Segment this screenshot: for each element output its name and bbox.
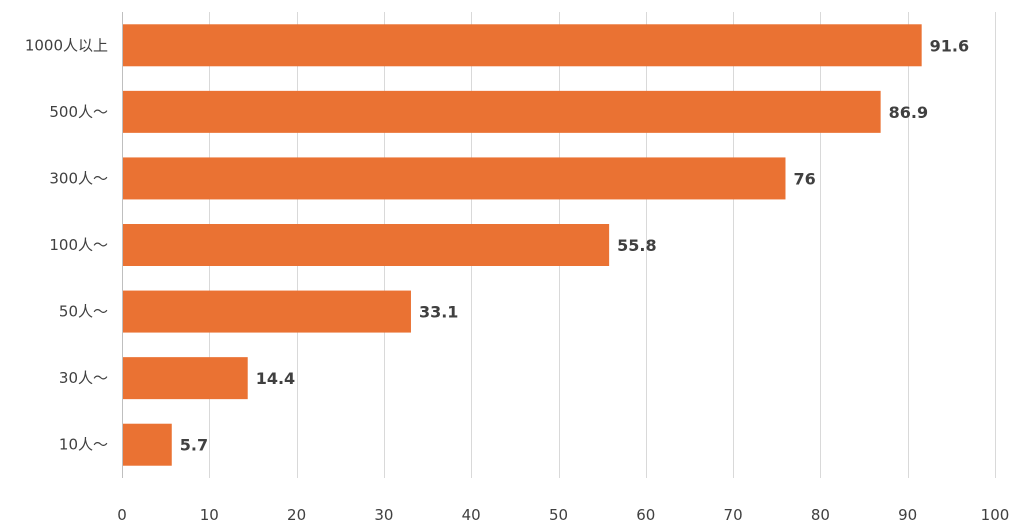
x-tick-label: 90 bbox=[898, 506, 917, 524]
x-tick-label: 0 bbox=[117, 506, 127, 524]
bar bbox=[123, 157, 786, 200]
x-tick-label: 20 bbox=[287, 506, 306, 524]
data-label: 33.1 bbox=[419, 303, 458, 322]
data-label: 76 bbox=[793, 169, 815, 188]
category-label: 1000人以上 bbox=[25, 36, 108, 54]
x-tick-label: 30 bbox=[374, 506, 393, 524]
x-tick-label: 60 bbox=[636, 506, 655, 524]
bar bbox=[123, 357, 248, 400]
x-tick-label: 40 bbox=[462, 506, 481, 524]
bar bbox=[123, 224, 610, 266]
data-label: 5.7 bbox=[180, 436, 208, 455]
bar bbox=[123, 290, 411, 333]
category-label: 10人～ bbox=[59, 436, 108, 454]
x-tick-label: 100 bbox=[981, 506, 1010, 524]
category-label: 500人～ bbox=[49, 103, 108, 121]
x-tick-labels: 0 10 20 30 40 50 60 70 80 90 100 bbox=[117, 506, 1009, 524]
bar bbox=[123, 423, 172, 466]
x-tick-label: 70 bbox=[724, 506, 743, 524]
x-tick-label: 10 bbox=[200, 506, 219, 524]
bar bbox=[123, 24, 922, 67]
category-label: 30人～ bbox=[59, 369, 108, 387]
data-label: 14.4 bbox=[256, 369, 295, 388]
bars bbox=[123, 24, 922, 466]
data-label: 86.9 bbox=[889, 103, 928, 122]
category-labels: 1000人以上 500人～ 300人～ 100人～ 50人～ 30人～ 10人～ bbox=[25, 36, 108, 453]
bar bbox=[123, 90, 881, 133]
data-label: 91.6 bbox=[930, 36, 969, 55]
category-label: 50人～ bbox=[59, 303, 108, 321]
category-label: 300人～ bbox=[49, 169, 108, 187]
x-tick-label: 50 bbox=[549, 506, 568, 524]
category-label: 100人～ bbox=[49, 236, 108, 254]
x-tick-label: 80 bbox=[811, 506, 830, 524]
data-label: 55.8 bbox=[617, 236, 656, 255]
data-labels: 91.6 86.9 76 55.8 33.1 14.4 5.7 bbox=[180, 36, 969, 454]
